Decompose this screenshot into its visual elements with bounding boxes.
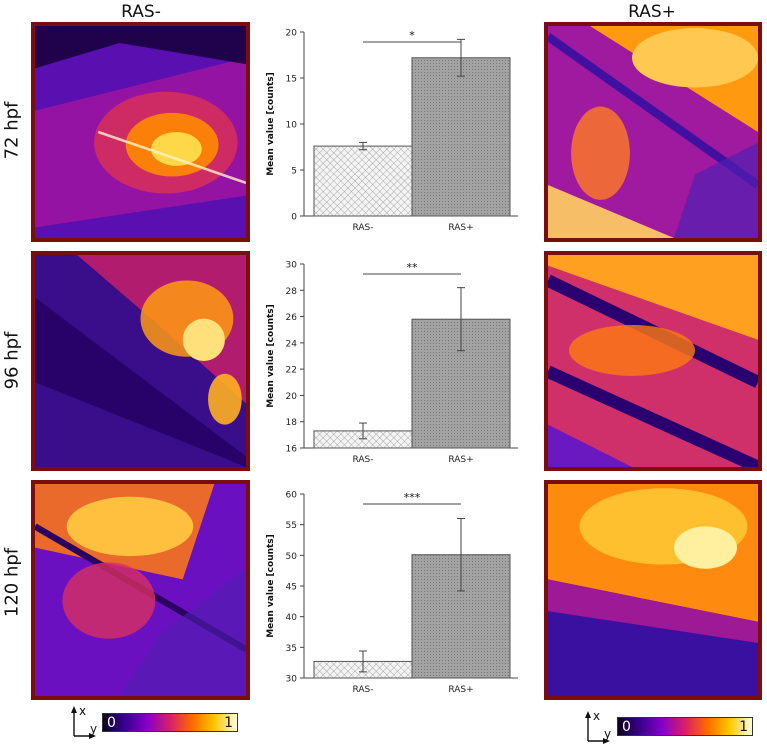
row-label-72: 72 hpf [1, 101, 23, 160]
colorbar-min-label: 0 [107, 714, 116, 731]
bar-chart-96-svg: 16 18 20 22 24 26 28 30 Mean value [counts] RAS- R… [266, 261, 518, 465]
bar-RAS- [313, 145, 413, 217]
axes-indicator-right: x y [580, 709, 614, 745]
y-tick-label: 50 [286, 552, 298, 562]
colorbar-left: 0 1 [102, 713, 238, 732]
y-tick-label: 45 [286, 583, 297, 593]
y-tick-label: 55 [286, 521, 297, 531]
bar-chart-120: 30 35 40 45 50 55 60 Mean value [counts] RAS- RAS… [256, 480, 538, 708]
x-tick-label: RAS- [352, 223, 373, 233]
heatmap-ras-minus-72 [31, 22, 250, 242]
y-tick-label: 26 [286, 313, 298, 323]
significance-label: ** [407, 261, 419, 274]
left-column-title: RAS- [121, 2, 161, 22]
significance-label: *** [404, 491, 421, 504]
heatmap-ras-plus-72 [544, 22, 762, 242]
x-tick-label: RAS+ [448, 455, 473, 465]
y-tick-label: 20 [286, 29, 298, 39]
y-tick-label: 24 [286, 339, 298, 349]
y-tick-label: 30 [286, 261, 298, 271]
axis-x-label: x [79, 704, 87, 718]
y-tick-label: 40 [286, 613, 298, 623]
x-tick-label: RAS+ [448, 223, 473, 233]
x-tick-label: RAS- [352, 455, 373, 465]
y-tick-label: 16 [286, 445, 298, 455]
bar-chart-72-svg: 0 5 10 15 20 Mean value [counts] RAS- RAS+ * [266, 29, 518, 233]
heatmap-ras-minus-96 [31, 251, 250, 471]
colorbar-right: 0 1 [617, 717, 753, 736]
y-tick-label: 28 [286, 287, 298, 297]
y-tick-label: 30 [286, 675, 298, 685]
row-label-96: 96 hpf [1, 331, 23, 390]
y-tick-label: 5 [291, 167, 297, 177]
bar-chart-72: 0 5 10 15 20 Mean value [counts] RAS- RAS+ * [256, 18, 538, 246]
colorbar-max-label: 1 [224, 714, 233, 731]
axes-indicator-left: x y [66, 704, 100, 740]
bar-RAS+ [411, 57, 511, 217]
axis-y-label: y [604, 727, 612, 741]
y-tick-label: 18 [286, 418, 298, 428]
row-label-120: 120 hpf [1, 547, 23, 618]
heatmap-ras-plus-96 [544, 251, 762, 471]
heatmap-ras-plus-120 [544, 480, 762, 700]
x-tick-label: RAS+ [448, 685, 473, 695]
y-tick-label: 10 [286, 121, 298, 131]
significance-label: * [409, 29, 415, 42]
axis-y-label: y [90, 722, 98, 736]
colorbar-max-label: 1 [739, 718, 748, 735]
y-axis-label: Mean value [counts] [266, 72, 276, 176]
y-axis-label: Mean value [counts] [266, 304, 276, 408]
colorbar-min-label: 0 [622, 718, 631, 735]
right-column-title: RAS+ [628, 2, 676, 22]
axis-x-label: x [593, 709, 601, 723]
x-tick-label: RAS- [352, 685, 373, 695]
y-tick-label: 0 [291, 213, 297, 223]
y-tick-label: 20 [286, 392, 298, 402]
y-tick-label: 60 [286, 491, 298, 501]
heatmap-ras-minus-120 [31, 480, 250, 700]
y-tick-label: 22 [286, 366, 297, 376]
bar-chart-120-svg: 30 35 40 45 50 55 60 Mean value [counts] RAS- RAS… [266, 491, 518, 695]
y-tick-label: 35 [286, 644, 297, 654]
bar-chart-96: 16 18 20 22 24 26 28 30 Mean value [counts] RAS- R… [256, 250, 538, 478]
y-axis-label: Mean value [counts] [266, 534, 276, 638]
y-tick-label: 15 [286, 75, 297, 85]
